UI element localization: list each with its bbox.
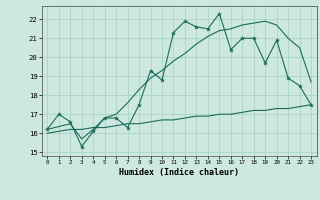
X-axis label: Humidex (Indice chaleur): Humidex (Indice chaleur) xyxy=(119,168,239,177)
